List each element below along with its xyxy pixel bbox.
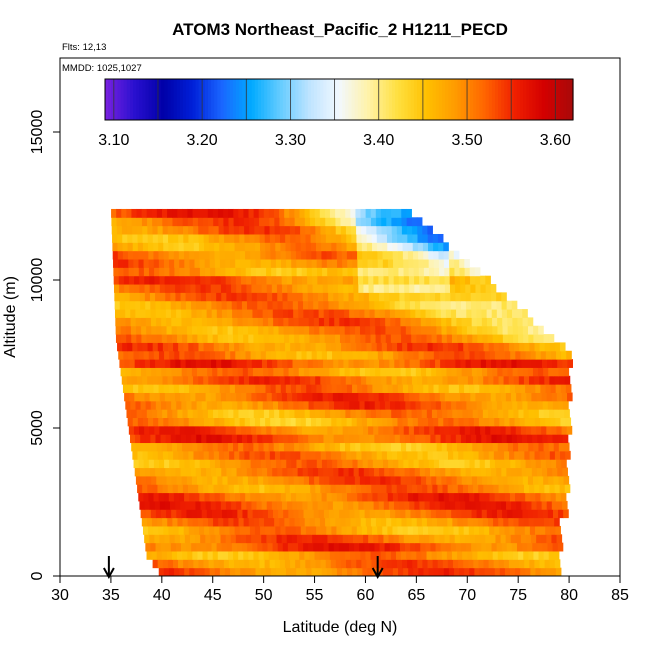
profile-arrow-icon [371,556,384,580]
colorbar-tick-label: 3.10 [98,132,129,149]
colorbar-tick-label: 3.30 [275,132,306,149]
x-axis: 30 35 40 45 50 55 60 65 70 75 80 85 [51,576,629,604]
x-tick-label: 85 [611,587,629,604]
x-tick-label: 60 [357,587,375,604]
colorbar-tick-label: 3.20 [187,132,218,149]
y-tick-label: 10000 [29,258,46,303]
x-tick-label: 55 [306,587,324,604]
x-tick-label: 50 [255,587,273,604]
colorbar-tick-label: 3.50 [451,132,482,149]
y-axis-label: Altitude (m) [2,276,19,358]
x-tick-label: 45 [204,587,222,604]
flights-label: Flts: 12,13 [62,42,106,53]
x-tick-label: 75 [509,587,527,604]
x-tick-label: 70 [458,587,476,604]
profile-arrow-icon [102,556,115,580]
x-tick-label: 35 [102,587,120,604]
heatmap-cells [111,208,573,577]
x-tick-label: 30 [51,587,69,604]
profile-markers [102,556,384,580]
y-tick-label: 0 [29,571,46,580]
x-axis-label: Latitude (deg N) [283,619,398,636]
colorbar-tick-label: 3.60 [540,132,571,149]
colorbar-tick-label: 3.40 [363,132,394,149]
y-tick-label: 5000 [29,410,46,446]
y-tick-label: 15000 [29,110,46,155]
colorbar-frame [104,78,574,121]
chart-title: ATOM3 Northeast_Pacific_2 H1211_PECD [172,20,508,39]
x-tick-label: 80 [560,587,578,604]
plot-frame [59,57,621,577]
y-axis: 0 5000 10000 15000 [29,110,60,580]
x-tick-label: 65 [407,587,425,604]
mmdd-label: MMDD: 1025,1027 [62,63,142,74]
colorbar: 3.10 3.20 3.30 3.40 3.50 3.60 [98,78,574,149]
x-tick-label: 40 [153,587,171,604]
